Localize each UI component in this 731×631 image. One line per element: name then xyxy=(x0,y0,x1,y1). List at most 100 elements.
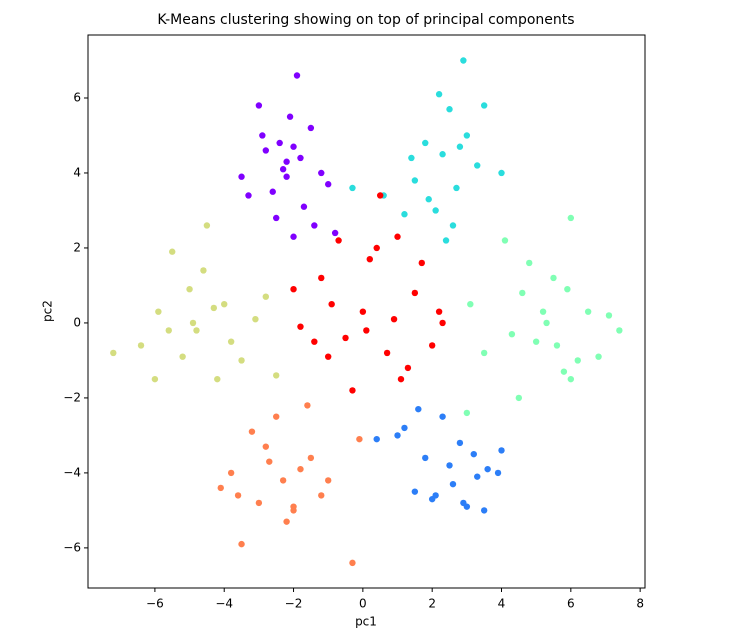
data-point xyxy=(245,192,252,199)
data-point xyxy=(550,274,557,282)
data-point xyxy=(519,289,526,297)
y-tick-label: 6 xyxy=(73,90,81,104)
data-point xyxy=(567,375,575,383)
data-point xyxy=(328,300,335,308)
data-point xyxy=(269,188,276,195)
data-point xyxy=(238,357,245,364)
axes-frame xyxy=(87,34,646,589)
data-point xyxy=(498,447,505,454)
data-point xyxy=(169,248,176,255)
data-point xyxy=(474,473,481,480)
x-tick-label: −4 xyxy=(215,597,233,611)
data-point xyxy=(467,300,474,308)
data-point xyxy=(300,203,308,210)
data-point xyxy=(446,462,453,469)
data-point xyxy=(532,338,540,345)
data-point xyxy=(297,154,304,162)
data-point xyxy=(349,387,356,394)
data-point xyxy=(422,139,429,147)
x-tick-label: 4 xyxy=(498,597,506,611)
data-point xyxy=(411,289,419,297)
data-point xyxy=(279,166,287,173)
data-point xyxy=(283,173,290,180)
data-point xyxy=(494,469,502,477)
data-point xyxy=(227,338,235,345)
data-point xyxy=(428,342,436,349)
data-point xyxy=(394,233,401,240)
data-point xyxy=(283,518,290,525)
data-point xyxy=(262,147,270,154)
data-point xyxy=(189,319,197,327)
data-point xyxy=(498,169,505,177)
data-point xyxy=(418,259,425,267)
data-point xyxy=(401,424,408,432)
data-point xyxy=(449,480,457,488)
data-point xyxy=(366,255,373,263)
data-point xyxy=(501,237,509,244)
data-point xyxy=(605,312,613,319)
y-tick-label: 2 xyxy=(73,240,81,254)
data-point xyxy=(390,315,398,323)
data-point xyxy=(474,162,481,169)
data-point xyxy=(179,353,186,360)
data-point xyxy=(526,259,533,267)
data-point xyxy=(401,211,408,218)
data-point xyxy=(408,154,415,162)
data-point xyxy=(290,503,297,510)
data-point xyxy=(290,233,297,240)
data-point xyxy=(480,349,488,357)
data-point xyxy=(404,364,412,372)
data-point xyxy=(397,375,405,383)
data-point xyxy=(439,319,446,327)
data-point xyxy=(470,450,477,458)
data-point xyxy=(460,499,467,507)
data-point xyxy=(463,409,471,417)
data-point xyxy=(373,244,380,252)
data-point xyxy=(203,222,211,229)
y-tick-label: −6 xyxy=(63,540,81,554)
data-point xyxy=(238,540,245,548)
data-point xyxy=(415,405,422,413)
data-point xyxy=(151,375,159,383)
data-point xyxy=(543,319,550,327)
data-point xyxy=(383,349,391,357)
data-point xyxy=(373,435,380,443)
data-point xyxy=(560,368,568,375)
data-point xyxy=(262,443,270,450)
data-point xyxy=(331,229,339,237)
data-point xyxy=(311,338,318,345)
data-point xyxy=(425,196,432,203)
plot-area xyxy=(110,57,623,567)
data-point xyxy=(567,214,575,222)
data-point xyxy=(186,285,193,293)
data-point xyxy=(276,139,283,147)
data-point xyxy=(349,184,356,192)
data-point xyxy=(439,151,446,158)
data-point xyxy=(574,357,581,364)
data-point xyxy=(359,308,367,315)
data-point xyxy=(460,57,467,64)
data-point xyxy=(210,304,218,312)
data-point xyxy=(349,559,356,567)
data-point xyxy=(283,158,290,165)
data-point xyxy=(422,454,429,462)
data-point xyxy=(297,465,304,473)
data-point xyxy=(255,102,263,109)
x-tick-label: 6 xyxy=(567,597,575,611)
data-point xyxy=(480,102,488,109)
y-tick-label: −2 xyxy=(63,390,81,404)
data-point xyxy=(453,184,460,192)
data-point xyxy=(584,308,592,315)
data-point xyxy=(515,394,523,402)
y-tick-label: −4 xyxy=(63,465,81,479)
data-point xyxy=(435,91,443,98)
data-point xyxy=(307,124,315,132)
y-tick-label: 0 xyxy=(73,315,81,329)
data-point xyxy=(439,413,446,420)
data-point xyxy=(110,349,117,357)
data-point xyxy=(227,469,235,477)
data-point xyxy=(553,342,561,349)
data-point xyxy=(311,222,318,229)
